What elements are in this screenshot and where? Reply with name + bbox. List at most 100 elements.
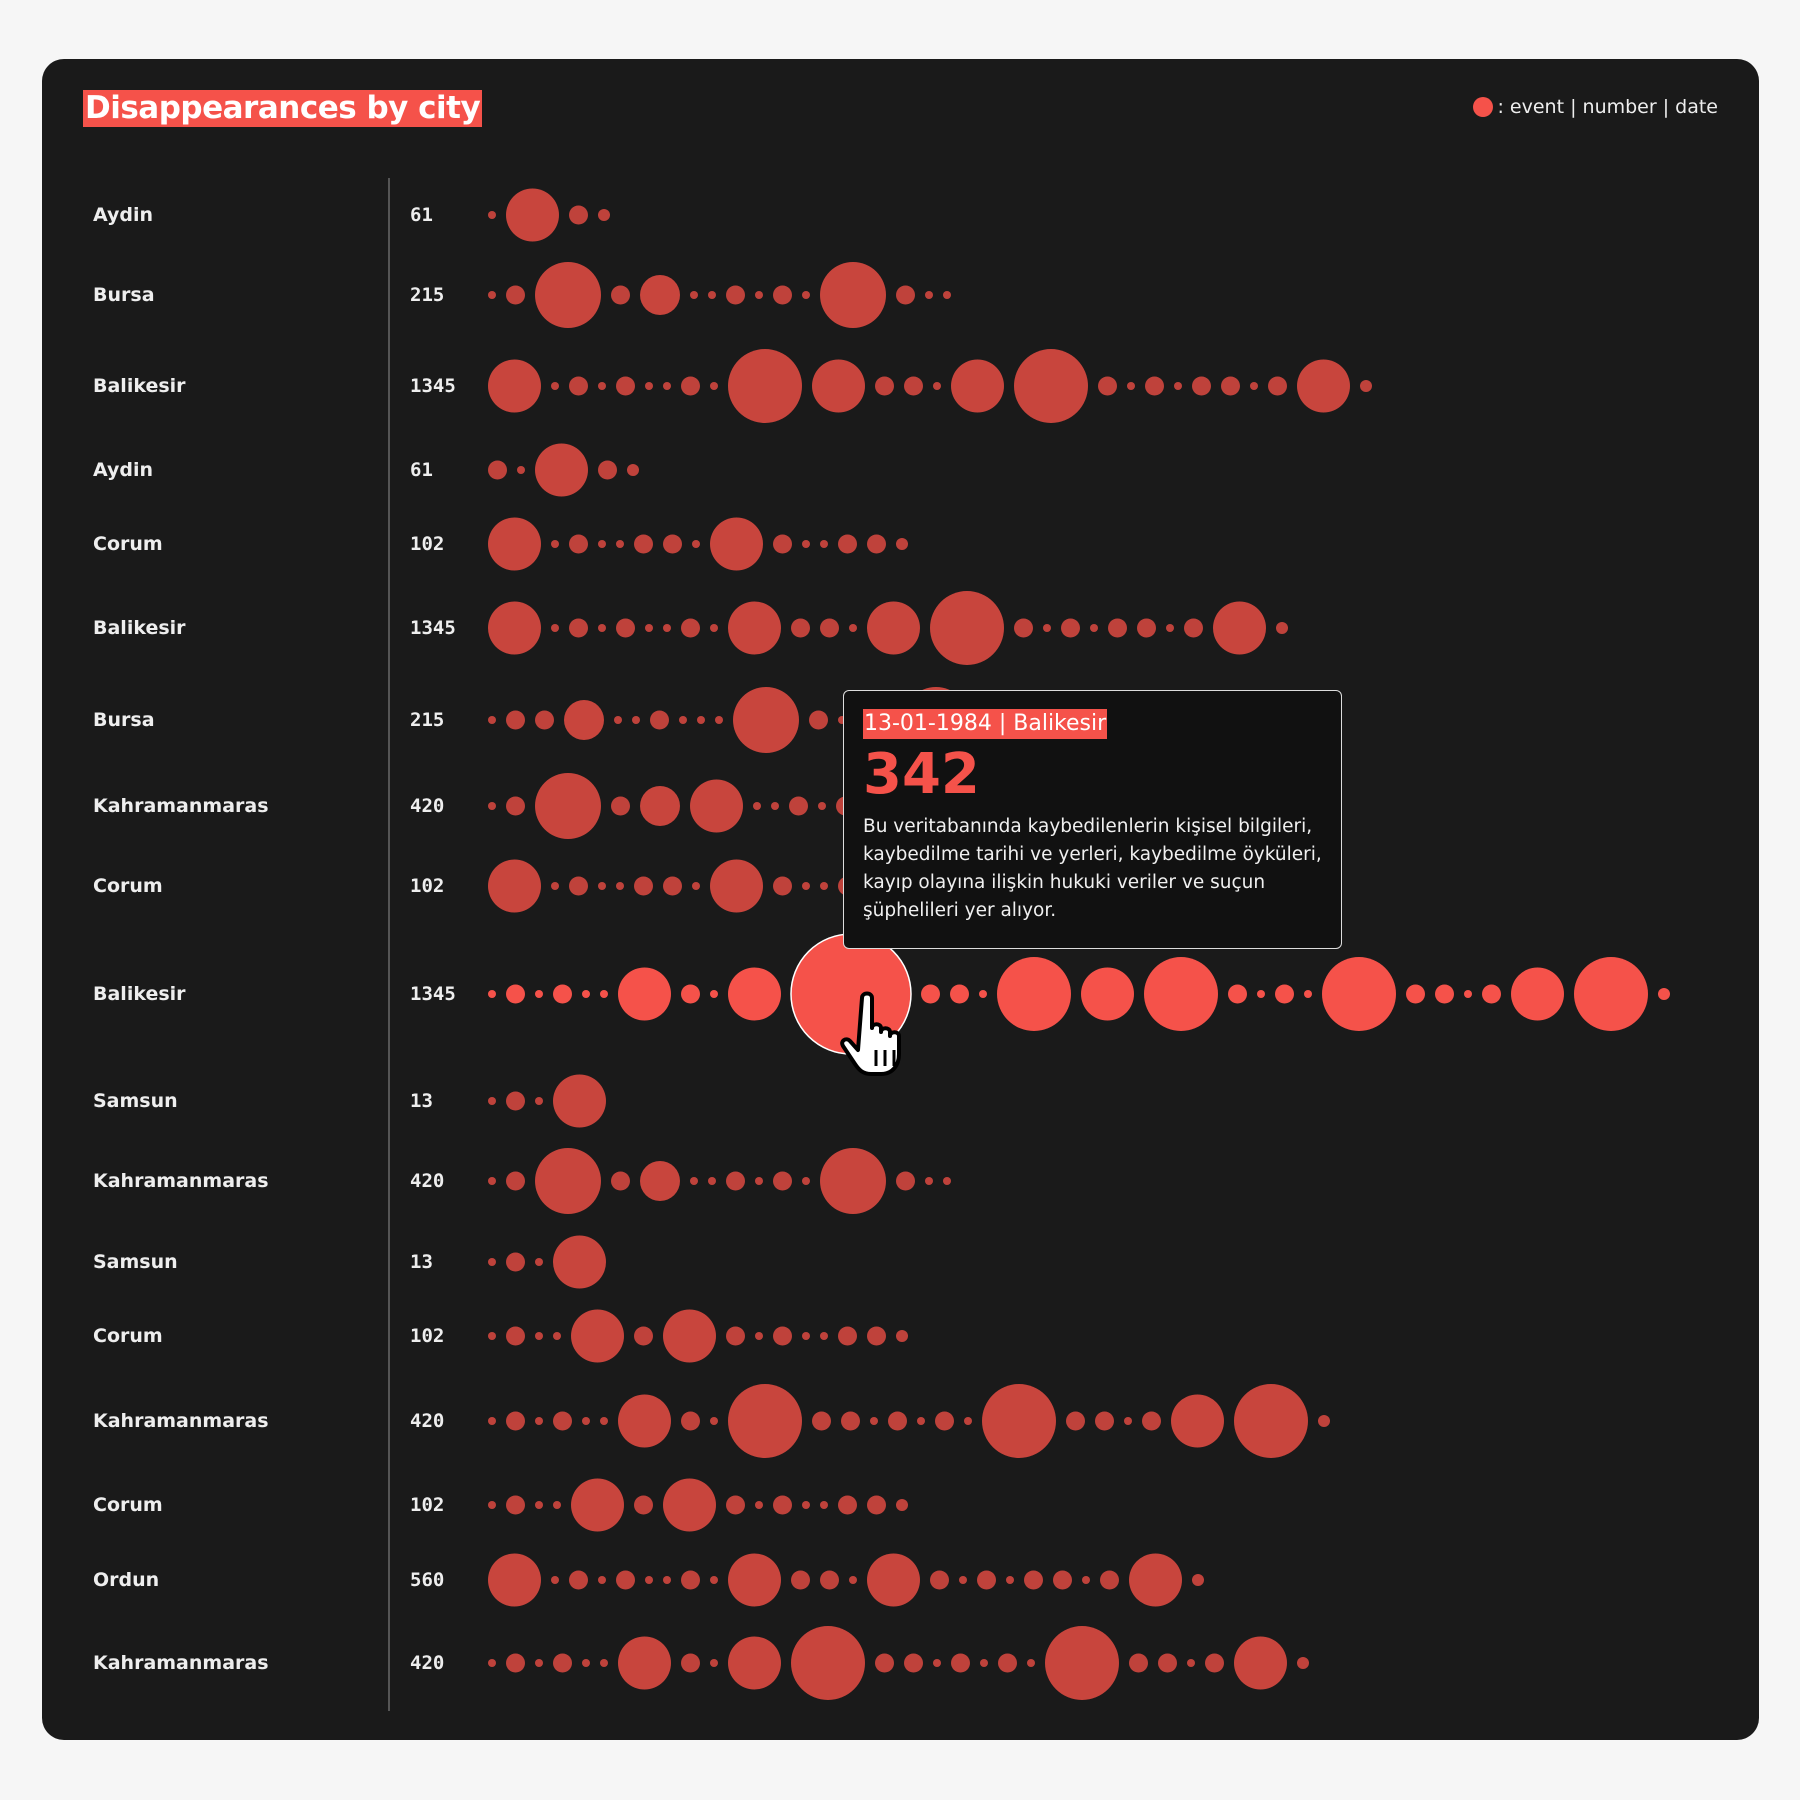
event-dot[interactable] <box>582 1417 590 1425</box>
event-dot[interactable] <box>951 1653 970 1673</box>
event-dot[interactable] <box>681 1570 700 1590</box>
event-dot[interactable] <box>569 618 588 638</box>
event-dot[interactable] <box>753 802 761 810</box>
event-dot[interactable] <box>1174 382 1182 390</box>
event-dot[interactable] <box>896 1330 908 1342</box>
event-dot[interactable] <box>551 624 559 632</box>
event-dot[interactable] <box>551 540 559 548</box>
event-dot[interactable] <box>663 624 671 632</box>
event-dot[interactable] <box>616 882 624 890</box>
event-dot[interactable] <box>935 1411 954 1431</box>
event-dot[interactable] <box>582 990 590 998</box>
event-dot[interactable] <box>950 984 969 1004</box>
event-dot[interactable] <box>838 1495 857 1515</box>
event-dot[interactable] <box>773 1495 792 1515</box>
event-dot[interactable] <box>812 359 865 413</box>
event-dot[interactable] <box>710 1417 718 1425</box>
event-dot[interactable] <box>896 538 908 550</box>
event-dot[interactable] <box>726 1171 745 1191</box>
event-dot[interactable] <box>488 291 496 299</box>
event-dot[interactable] <box>616 540 624 548</box>
event-dot[interactable] <box>1006 1576 1014 1584</box>
event-dot[interactable] <box>1275 984 1294 1004</box>
event-dot[interactable] <box>1098 376 1117 396</box>
event-dot[interactable] <box>553 1411 572 1431</box>
event-dot[interactable] <box>849 1576 857 1584</box>
event-dot[interactable] <box>488 802 496 810</box>
event-dot[interactable] <box>553 1501 561 1509</box>
event-dot[interactable] <box>506 1653 525 1673</box>
event-dot[interactable] <box>506 796 525 816</box>
event-dot[interactable] <box>726 285 745 305</box>
event-dot[interactable] <box>488 1659 496 1667</box>
event-dot[interactable] <box>571 1309 624 1363</box>
event-dot[interactable] <box>634 1495 653 1515</box>
event-dot[interactable] <box>708 1177 716 1185</box>
event-dot[interactable] <box>569 876 588 896</box>
event-dot[interactable] <box>1129 1553 1182 1607</box>
event-dot[interactable] <box>488 460 507 480</box>
event-dot[interactable] <box>645 382 653 390</box>
event-dot[interactable] <box>728 1553 781 1607</box>
event-dot[interactable] <box>616 618 635 638</box>
event-dot[interactable] <box>1124 1417 1132 1425</box>
event-dot[interactable] <box>773 1326 792 1346</box>
event-dot[interactable] <box>598 624 606 632</box>
event-dot[interactable] <box>951 359 1004 413</box>
event-dot[interactable] <box>755 291 763 299</box>
event-dot[interactable] <box>598 209 610 221</box>
event-dot[interactable] <box>553 1653 572 1673</box>
event-dot[interactable] <box>1192 1574 1204 1586</box>
event-dot[interactable] <box>488 990 496 998</box>
event-dot[interactable] <box>611 1171 630 1191</box>
event-dot[interactable] <box>904 1653 923 1673</box>
event-dot[interactable] <box>708 291 716 299</box>
event-dot[interactable] <box>506 1411 525 1431</box>
event-dot[interactable] <box>618 967 671 1021</box>
event-dot[interactable] <box>728 1384 802 1458</box>
event-dot[interactable] <box>600 990 608 998</box>
event-dot[interactable] <box>812 1411 831 1431</box>
event-dot[interactable] <box>663 1309 716 1363</box>
event-dot[interactable] <box>1268 376 1287 396</box>
event-dot[interactable] <box>614 716 622 724</box>
event-dot[interactable] <box>1482 984 1501 1004</box>
event-dot[interactable] <box>1464 990 1472 998</box>
event-dot[interactable] <box>726 1495 745 1515</box>
event-dot[interactable] <box>663 382 671 390</box>
event-dot[interactable] <box>535 1148 601 1214</box>
event-dot[interactable] <box>959 1576 967 1584</box>
event-dot[interactable] <box>598 540 606 548</box>
event-dot[interactable] <box>1234 1636 1287 1690</box>
event-dot[interactable] <box>663 1576 671 1584</box>
event-dot[interactable] <box>553 1235 606 1289</box>
event-dot[interactable] <box>506 1171 525 1191</box>
event-dot[interactable] <box>571 1478 624 1532</box>
event-dot[interactable] <box>728 967 781 1021</box>
event-dot[interactable] <box>773 285 792 305</box>
event-dot[interactable] <box>1082 1576 1090 1584</box>
event-dot[interactable] <box>1221 376 1240 396</box>
event-dot[interactable] <box>564 700 604 740</box>
event-dot[interactable] <box>867 534 886 554</box>
event-dot[interactable] <box>726 1326 745 1346</box>
event-dot[interactable] <box>488 1553 541 1607</box>
event-dot[interactable] <box>517 466 525 474</box>
event-dot[interactable] <box>1127 382 1135 390</box>
event-dot[interactable] <box>1234 1384 1308 1458</box>
event-dot[interactable] <box>820 540 828 548</box>
event-dot[interactable] <box>488 211 496 219</box>
event-dot[interactable] <box>535 773 601 839</box>
event-dot[interactable] <box>663 876 682 896</box>
event-dot[interactable] <box>488 1258 496 1266</box>
event-dot[interactable] <box>535 262 601 328</box>
event-dot[interactable] <box>598 1576 606 1584</box>
event-dot[interactable] <box>551 382 559 390</box>
event-dot[interactable] <box>1066 1411 1085 1431</box>
event-dot[interactable] <box>818 802 826 810</box>
event-dot[interactable] <box>535 1258 543 1266</box>
event-dot[interactable] <box>755 1177 763 1185</box>
event-dot[interactable] <box>1145 376 1164 396</box>
event-dot[interactable] <box>875 1653 894 1673</box>
event-dot[interactable] <box>681 618 700 638</box>
